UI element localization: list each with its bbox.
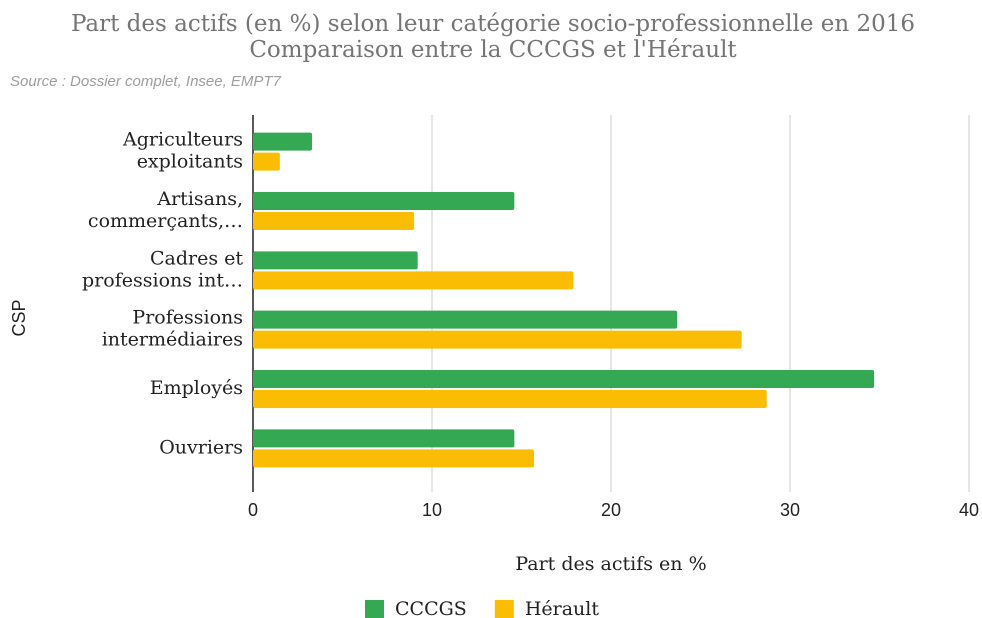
x-axis-label: Part des actifs en % [515,553,706,575]
y-tick-label: intermédiaires [102,329,243,351]
legend-swatch [365,600,384,618]
y-tick-label: Cadres et [150,247,243,269]
bar [253,271,574,290]
x-tick-label: 30 [780,500,800,520]
bar [253,132,313,151]
legend-swatch [494,600,514,618]
y-tick-label: exploitants [137,151,243,173]
y-axis-label: CSP [9,299,29,336]
bar [253,310,678,329]
bar [253,390,767,408]
bar [253,330,742,349]
x-tick-label: 0 [248,500,258,520]
chart-title: Comparaison entre la CCCGS et l'Hérault [249,37,737,63]
y-tick-label: Artisans, [156,188,243,210]
y-tick-label: Employés [150,377,243,399]
y-tick-label: Professions [132,307,243,329]
bar [253,449,535,468]
bar [253,192,515,210]
chart-title: Part des actifs (en %) selon leur catégo… [71,11,915,37]
chart-subtitle: Source : Dossier complet, Insee, EMPT7 [10,73,282,90]
bar [253,251,418,270]
x-tick-label: 40 [959,500,979,520]
bar [253,212,415,230]
legend-label: Hérault [525,598,600,618]
y-tick-label: professions int… [82,269,243,291]
bar [253,152,280,171]
y-tick-label: Agriculteurs [122,129,243,151]
x-tick-label: 10 [422,500,442,520]
bar [253,429,515,448]
bar [253,370,875,388]
legend-label: CCCGS [395,598,467,618]
y-tick-label: Ouvriers [159,436,243,458]
y-tick-label: commerçants,… [88,210,243,232]
x-tick-label: 20 [601,500,621,520]
